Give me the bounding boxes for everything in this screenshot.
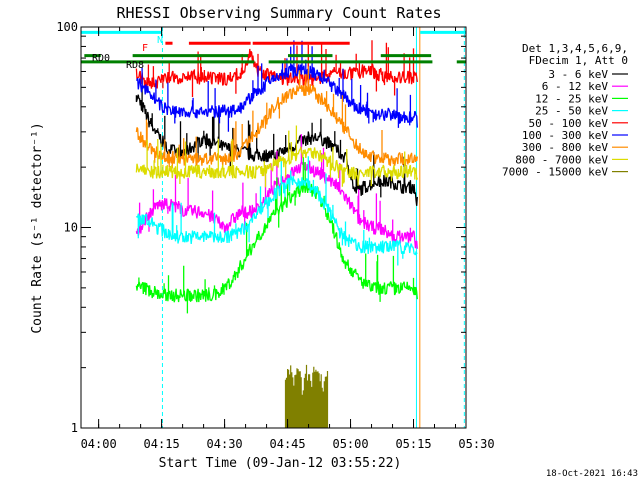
legend-label-800-7000-kev: 800 - 7000 keV [515,153,608,166]
chart-title: RHESSI Observing Summary Count Rates [116,4,441,22]
legend-label-12-25-kev: 12 - 25 keV [535,92,608,105]
footer-date: 18-Oct-2021 16:43 [546,469,638,479]
x-tick-label-0400: 04:00 [81,437,117,451]
legend: Det 1,3,4,5,6,9,FDecim 1, Att 03 - 6 keV… [502,42,628,179]
flag-label-rd8: RD8 [126,60,144,71]
x-tick-label-0515: 05:15 [395,437,431,451]
x-tick-label-0415: 04:15 [144,437,180,451]
legend-label-6-12-kev: 6 - 12 keV [542,80,609,93]
legend-label-7000-15000-kev: 7000 - 15000 keV [502,166,608,179]
series-300-800-kev [135,66,418,169]
flag-label-n: N [157,35,163,46]
y-tick-label-1: 1 [71,421,78,435]
legend-label-100-300-kev: 100 - 300 keV [522,129,608,142]
series-12-25-kev [135,157,418,314]
legend-header-0: Det 1,3,4,5,6,9, [522,42,628,55]
y-axis-label: Count Rate (s⁻¹ detector⁻¹) [30,122,45,333]
x-tick-label-0530: 05:30 [458,437,494,451]
series-50-100-kev [135,40,418,97]
legend-label-3-6-kev: 3 - 6 keV [548,68,608,81]
x-axis-label: Start Time (09-Jan-12 03:55:22) [159,456,402,471]
flag-label-f: F [142,43,148,54]
legend-label-300-800-kev: 300 - 800 keV [522,141,608,154]
x-tick-label-0430: 04:30 [207,437,243,451]
y-tick-label-10: 10 [64,221,78,235]
series-25-50-kev [135,156,418,266]
data-layer: NF RD0 RD8 [81,27,466,428]
legend-header-1: FDecim 1, Att 0 [529,54,628,67]
series-100-300-kev [135,40,418,132]
x-tick-label-0500: 05:00 [332,437,368,451]
series-800-7000-kev [135,125,418,188]
series-7000-15000-kev [284,364,329,428]
flag-label-rd0: RD0 [92,53,110,64]
legend-label-50-100-kev: 50 - 100 keV [529,117,609,130]
x-tick-label-0445: 04:45 [270,437,306,451]
y-tick-label-100: 100 [56,20,78,34]
axis-layer: 1 10 100 04:00 04:15 04:30 04:45 05:00 05:15 05:3… [56,20,494,451]
legend-label-25-50-kev: 25 - 50 keV [535,105,608,118]
